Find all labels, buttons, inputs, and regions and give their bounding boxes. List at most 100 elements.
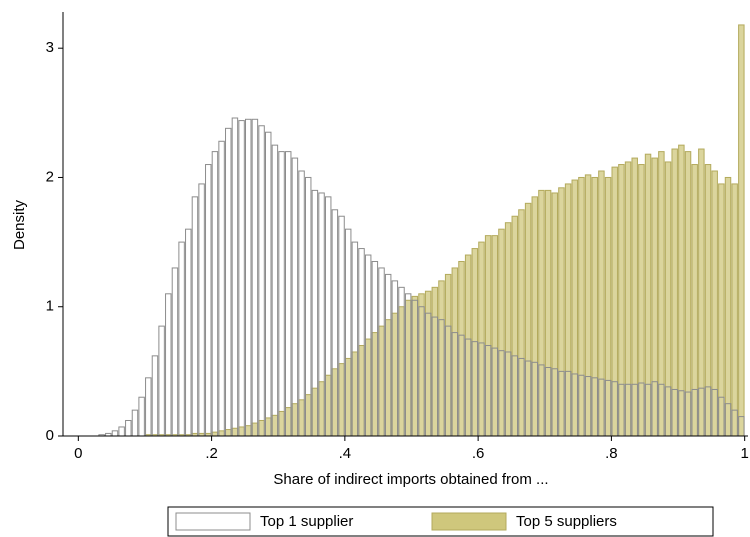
histogram-bar [511,215,519,437]
histogram-bar [371,332,379,437]
histogram-bar [698,148,705,437]
y-tick-label: 2 [46,168,54,185]
x-tick-label: .2 [205,445,218,462]
y-axis-label: Density [11,199,28,250]
histogram-bar [238,120,245,437]
x-tick-label: 0 [74,445,82,462]
histogram-bar [451,267,459,437]
histogram-bar [238,426,245,437]
histogram-bar [624,161,632,437]
histogram-bar [251,118,259,437]
histogram-bar [618,164,625,437]
histogram-bar [265,417,272,437]
histogram-bar [724,176,732,437]
histogram-bar [185,228,192,437]
histogram-bar [671,148,678,437]
histogram-bar [438,280,445,437]
histogram-bar [518,209,525,437]
legend-swatch [431,512,507,531]
histogram-bar [664,161,672,437]
histogram-bar [178,241,185,437]
histogram-bar [271,144,279,437]
histogram-bar [304,394,312,437]
histogram-bar [531,196,539,437]
histogram-bar [364,338,372,437]
histogram-bar [404,299,412,437]
histogram-bar [558,187,565,437]
y-tick-label: 3 [46,39,54,56]
y-tick-label: 0 [46,427,54,444]
histogram-bar [458,260,465,437]
legend-swatch [175,512,251,531]
histogram-bar [351,351,359,437]
histogram-bar [391,312,399,437]
histogram-bar [251,422,259,437]
histogram-bar [464,254,472,437]
histogram-bar [524,202,532,437]
histogram-bar [225,127,232,437]
histogram-bar [411,295,419,437]
histogram-bar [358,345,365,437]
histogram-bar [138,396,145,437]
histogram-bar [278,410,285,437]
histogram-bar [151,355,159,437]
histogram-bar [591,176,598,437]
histogram-bar [318,381,325,437]
legend-label: Top 1 supplier [260,513,353,530]
histogram-bar [504,222,512,437]
histogram-bar [611,166,618,437]
histogram-bar [211,151,219,437]
histogram-bar [324,374,332,437]
histogram-bar [538,189,545,437]
histogram-bar [478,241,485,437]
histogram-bar [278,151,285,437]
histogram-bar [678,144,685,437]
histogram-bar [431,286,439,437]
x-tick-label: 1 [740,445,748,462]
histogram-bar [598,170,605,437]
histogram-bar [271,414,279,437]
histogram-bar [498,228,505,437]
histogram-bar [118,426,125,437]
histogram-bar [644,153,652,437]
histogram-bar [631,157,638,437]
histogram-bar [284,407,292,437]
histogram-bar [111,430,119,437]
histogram-bar [398,306,405,437]
histogram-bar [211,431,219,437]
histogram-bar [584,174,592,437]
histogram-bar [225,429,232,437]
histogram-bar [165,293,172,437]
histogram-bar [245,425,252,437]
histogram-bar [444,273,452,437]
histogram-bar [231,117,239,437]
histogram-bar [738,24,745,437]
histogram-bar [491,235,499,437]
histogram-bar [218,430,225,437]
histogram-bar [638,164,645,437]
legend-label: Top 5 suppliers [516,513,617,530]
histogram-bar [418,293,425,437]
histogram-bar [564,183,572,437]
histogram-bar [704,164,712,437]
histogram-bar [298,399,305,437]
histogram-bar [125,419,132,437]
histogram-bar [544,189,552,437]
histogram-bar [684,151,692,437]
histogram-bar [471,248,479,437]
x-tick-label: .4 [339,445,352,462]
histogram-bar [711,170,718,437]
histogram-bar [384,319,392,437]
histogram-bar [291,157,299,437]
histogram-bar [718,183,725,437]
histogram-bar [191,196,199,437]
histogram-bar [291,403,299,437]
histogram-bar [245,118,252,437]
histogram-bar [198,183,205,437]
histogram-bar [331,368,339,437]
y-tick-label: 1 [46,298,54,315]
histogram-bar [265,131,272,437]
histogram-bar [338,363,345,437]
histogram-bar [731,183,738,437]
